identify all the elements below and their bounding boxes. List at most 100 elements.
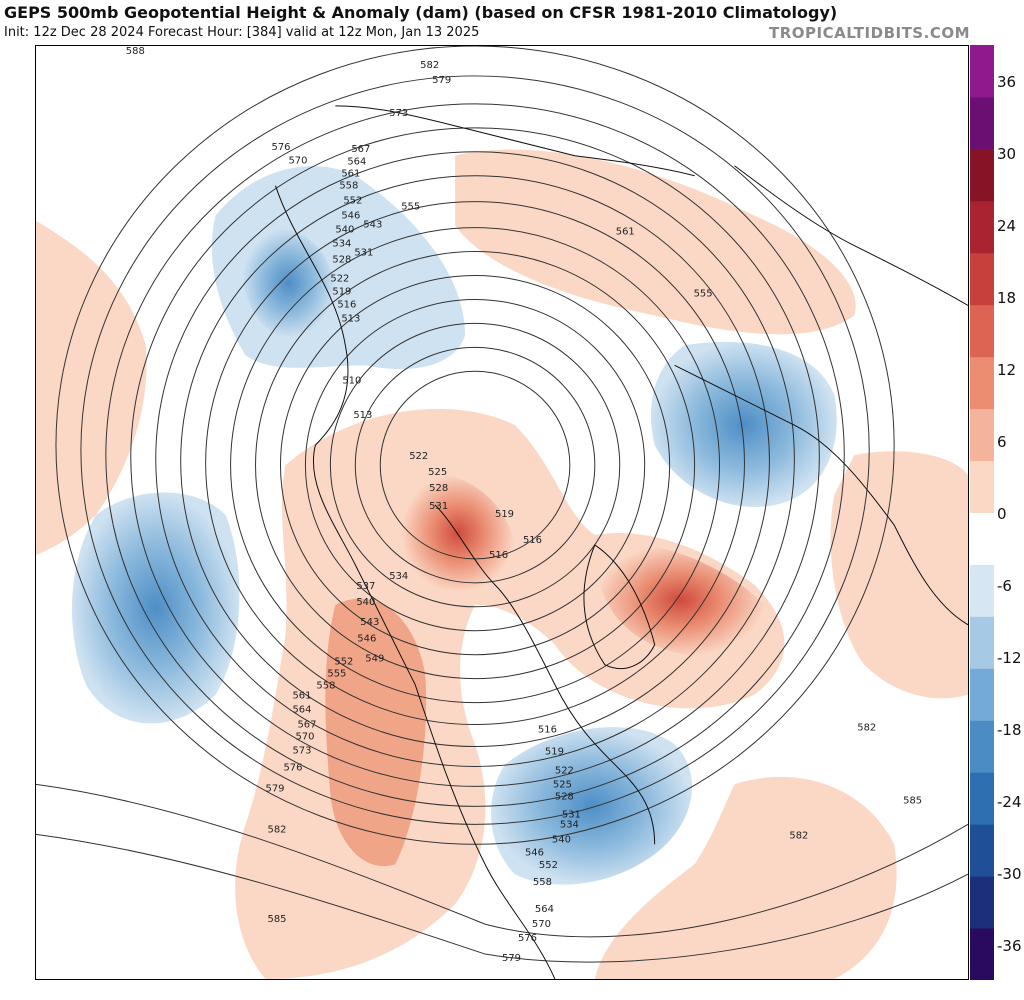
contour-label: 573 — [389, 108, 408, 119]
map-subtitle: Init: 12z Dec 28 2024 Forecast Hour: [38… — [4, 25, 480, 40]
contour-label: 552 — [334, 657, 353, 668]
contour-label: 573 — [292, 745, 311, 756]
colorbar-segment — [970, 824, 994, 877]
contour-label: 531 — [429, 501, 448, 512]
contour-label: 558 — [533, 877, 552, 888]
coastlines — [275, 105, 968, 979]
contour-label: 567 — [297, 720, 316, 731]
colorbar-tick: -6 — [997, 577, 1012, 595]
contour-label: 582 — [789, 830, 808, 841]
contour-label: 516 — [489, 550, 508, 561]
colorbar-segment — [970, 616, 994, 669]
contour-label: 564 — [535, 904, 554, 915]
contour-labels: 588 582 579 573 576 570 567 564 561 558 … — [126, 46, 922, 964]
contour-label: 588 — [126, 46, 145, 57]
contour-label: 540 — [552, 834, 571, 845]
contour-label: 531 — [354, 248, 373, 259]
contour-label: 555 — [694, 288, 713, 299]
colorbar-tick: -24 — [997, 793, 1022, 811]
site-watermark[interactable]: TROPICALTIDBITS.COM — [769, 24, 970, 42]
geopotential-map: 588 582 579 573 576 570 567 564 561 558 … — [35, 45, 969, 980]
positive-anomaly-shading — [36, 149, 968, 979]
colorbar-segment — [970, 45, 994, 98]
contour-label: 525 — [428, 467, 447, 478]
colorbar-tick: -36 — [997, 937, 1022, 955]
contour-label: 516 — [523, 535, 542, 546]
colorbar-tick: -30 — [997, 865, 1022, 883]
colorbar-tick: 36 — [997, 73, 1017, 91]
contour-label: 585 — [268, 914, 287, 925]
colorbar-segment — [970, 252, 994, 306]
contour-label: 549 — [365, 654, 384, 665]
contour-label: 582 — [420, 60, 439, 71]
contour-label: 534 — [560, 819, 579, 830]
contour-label: 576 — [283, 762, 302, 773]
colorbar-segment — [970, 96, 994, 150]
colorbar-tick: -18 — [997, 721, 1022, 739]
contour-label: 531 — [562, 809, 581, 820]
contour-label: 567 — [351, 144, 370, 155]
contour-label: 585 — [903, 795, 922, 806]
colorbar-segment — [970, 876, 994, 929]
colorbar — [970, 45, 994, 980]
colorbar-segment — [970, 408, 994, 462]
contour-label: 546 — [525, 847, 544, 858]
contour-label: 522 — [409, 451, 428, 462]
contour-label: 543 — [363, 220, 382, 231]
colorbar-tick: -12 — [997, 649, 1022, 667]
colorbar-segment — [970, 928, 994, 980]
contour-label: 555 — [327, 669, 346, 680]
colorbar-segment — [970, 564, 994, 617]
contour-label: 522 — [330, 273, 349, 284]
contour-label: 525 — [553, 779, 572, 790]
contour-label: 552 — [539, 860, 558, 871]
contour-label: 564 — [292, 705, 311, 716]
contour-label: 561 — [292, 691, 311, 702]
colorbar-segment — [970, 148, 994, 202]
contour-label: 579 — [432, 75, 451, 86]
colorbar-tick: 30 — [997, 145, 1017, 163]
colorbar-tick: 12 — [997, 361, 1017, 379]
height-contours — [36, 46, 968, 963]
contour-label: 516 — [538, 725, 557, 736]
contour-label: 513 — [341, 313, 360, 324]
colorbar-segment — [970, 720, 994, 773]
contour-label: 537 — [356, 581, 375, 592]
colorbar-segment — [970, 304, 994, 358]
contour-label: 582 — [857, 723, 876, 734]
contour-label: 540 — [335, 225, 354, 236]
contour-label: 570 — [295, 732, 314, 743]
contour-label: 522 — [555, 765, 574, 776]
contour-label: 582 — [268, 824, 287, 835]
contour-label: 561 — [341, 169, 360, 180]
colorbar-tick: 18 — [997, 289, 1017, 307]
contour-label: 576 — [518, 933, 537, 944]
contour-label: 513 — [353, 410, 372, 421]
colorbar-segment — [970, 356, 994, 410]
contour-label: 528 — [555, 791, 574, 802]
contour-label: 516 — [337, 299, 356, 310]
contour-label: 558 — [316, 681, 335, 692]
colorbar-tick: 6 — [997, 433, 1007, 451]
colorbar-tick: 24 — [997, 217, 1017, 235]
contour-label: 510 — [342, 375, 361, 386]
colorbar-segment — [970, 200, 994, 254]
contour-label: 528 — [332, 255, 351, 266]
contour-label: 579 — [502, 953, 521, 964]
contour-label: 519 — [545, 746, 564, 757]
contour-label: 543 — [360, 617, 379, 628]
colorbar-segment — [970, 512, 994, 565]
colorbar-segment — [970, 460, 994, 513]
contour-label: 546 — [357, 634, 376, 645]
contour-label: 558 — [339, 181, 358, 192]
contour-label: 570 — [288, 156, 307, 167]
map-title: GEPS 500mb Geopotential Height & Anomaly… — [4, 3, 838, 22]
contour-label: 552 — [343, 196, 362, 207]
contour-label: 546 — [341, 211, 360, 222]
colorbar-segment — [970, 772, 994, 825]
contour-label: 540 — [356, 597, 375, 608]
contour-label: 561 — [616, 227, 635, 238]
colorbar-segment — [970, 668, 994, 721]
colorbar-tick: 0 — [997, 505, 1007, 523]
contour-label: 579 — [266, 783, 285, 794]
